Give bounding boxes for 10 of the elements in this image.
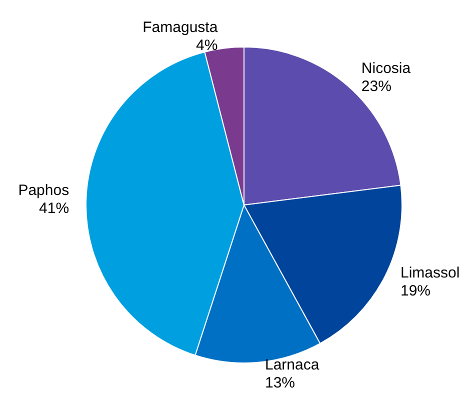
data-label: 4%: [196, 36, 218, 54]
data-label: 23%: [361, 78, 392, 95]
data-label: 19%: [400, 282, 430, 300]
slice-label: Nicosia: [361, 60, 412, 77]
data-label: 41%: [39, 200, 70, 218]
slice-label: Famagusta: [142, 18, 218, 36]
slice-label: Paphos: [18, 182, 70, 200]
slice-label: Larnaca: [265, 356, 320, 374]
slice-label: Limassol: [400, 264, 460, 282]
data-label: 13%: [265, 374, 296, 392]
